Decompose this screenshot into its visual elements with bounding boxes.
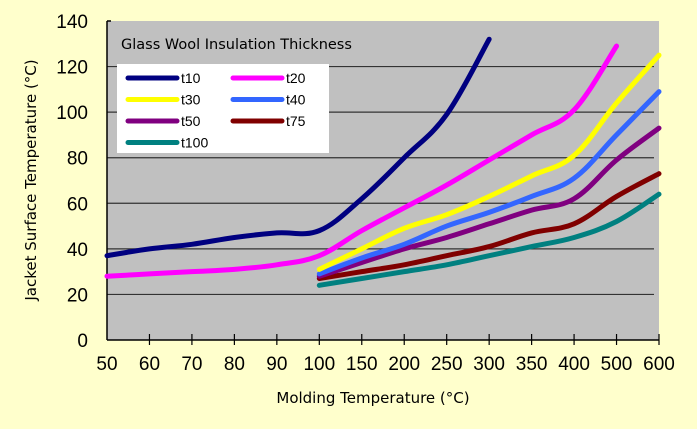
y-tick-label: 80 (67, 149, 88, 170)
x-tick-label: 80 (224, 354, 245, 375)
y-tick-label: 20 (67, 285, 88, 306)
y-tick-labels: 0 20 40 60 80 100 120 140 (56, 12, 88, 352)
legend: t10 t20 t30 t40 t50 t75 t100 (117, 64, 329, 153)
y-tick-label: 100 (56, 103, 88, 124)
series-line-t100 (316, 191, 662, 288)
x-tick-label: 200 (388, 354, 420, 375)
legend-label-t40: t40 (286, 92, 306, 108)
y-tick-label: 140 (56, 12, 88, 33)
series-line-t10 (104, 36, 492, 259)
x-tick-label: 60 (139, 354, 160, 375)
legend-label-t75: t75 (286, 113, 306, 129)
y-tick-label: 60 (67, 194, 88, 215)
y-tick-label: 120 (56, 58, 88, 79)
y-axis-title: Jacket Surface Temperature (°C) (22, 59, 40, 301)
series-line-t75 (316, 171, 662, 281)
axes (106, 20, 660, 345)
x-tick-label: 90 (266, 354, 287, 375)
legend-label-t30: t30 (181, 92, 201, 108)
x-tick-label: 400 (558, 354, 590, 375)
x-tick-label: 150 (346, 354, 378, 375)
x-tick-label: 50 (96, 354, 117, 375)
x-tick-label: 350 (516, 354, 548, 375)
y-tick-label: 0 (77, 331, 88, 352)
series-line-t40 (316, 89, 662, 277)
x-tick-label: 100 (303, 354, 335, 375)
x-tick-labels: 50 60 70 80 90 100 150 200 250 300 350 400 500 600 (96, 354, 674, 375)
chart-title: Glass Wool Insulation Thickness (121, 37, 352, 53)
gridlines (107, 65, 654, 296)
series-line-t30 (316, 52, 662, 272)
legend-label-t50: t50 (181, 113, 201, 129)
series-lines (104, 36, 662, 288)
x-tick-label: 600 (643, 354, 675, 375)
series-line-t20 (104, 43, 620, 279)
x-tick-label: 70 (181, 354, 202, 375)
x-tick-label: 500 (601, 354, 633, 375)
legend-label-t20: t20 (286, 70, 306, 86)
x-axis-title: Molding Temperature (°C) (276, 389, 469, 407)
x-tick-label: 250 (431, 354, 463, 375)
y-tick-label: 40 (67, 240, 88, 261)
legend-label-t10: t10 (181, 70, 201, 86)
legend-label-t100: t100 (181, 135, 208, 151)
series-line-t50 (316, 125, 662, 279)
x-tick-label: 300 (473, 354, 505, 375)
